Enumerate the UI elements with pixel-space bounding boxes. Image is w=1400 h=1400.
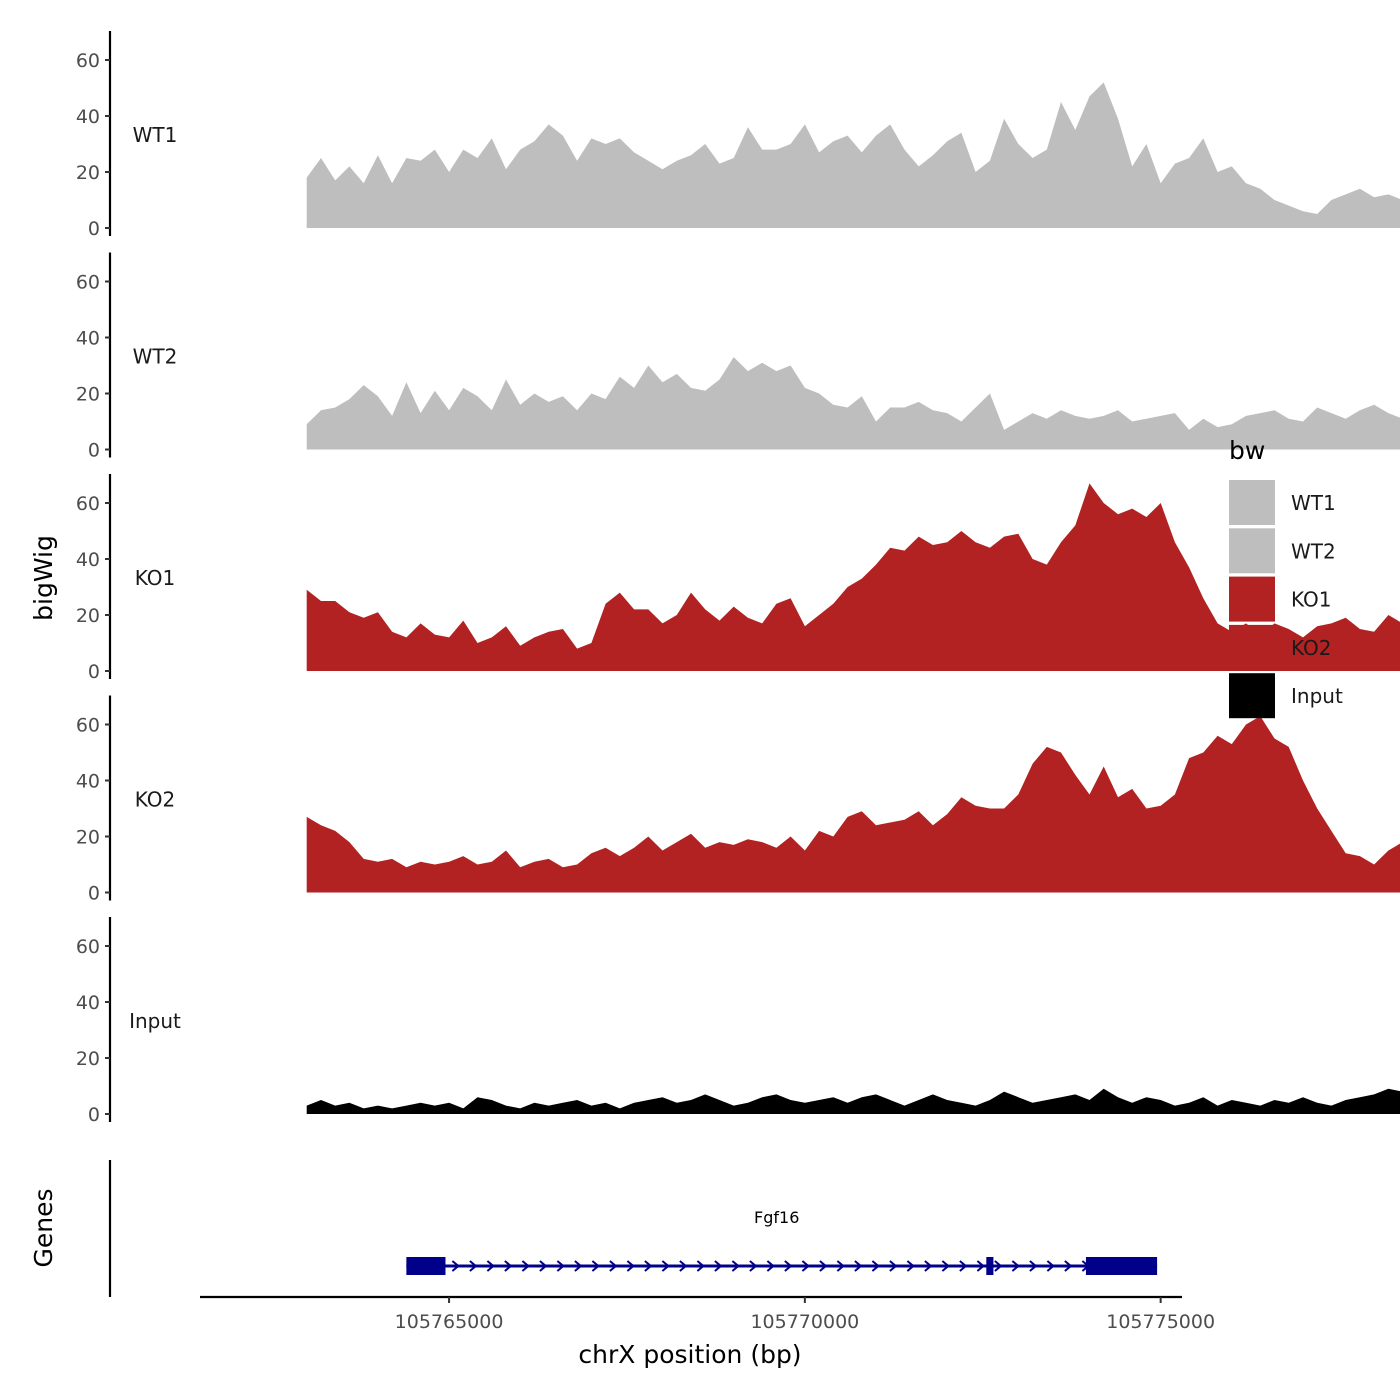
legend-label: WT1 <box>1291 491 1336 515</box>
strand-arrow <box>906 1260 915 1272</box>
y-tick-label: 40 <box>76 549 100 571</box>
track-label: Input <box>129 1009 181 1033</box>
legend-label: KO2 <box>1291 636 1332 660</box>
strand-arrow <box>1029 1260 1038 1272</box>
x-tick-label: 105775000 <box>1106 1311 1215 1333</box>
y-tick-label: 60 <box>76 936 100 958</box>
y-tick-label: 0 <box>88 218 100 240</box>
strand-arrow <box>696 1260 705 1272</box>
legend-key-wt1 <box>1229 480 1275 525</box>
track-wt1: 0 20 40 60 WT1 <box>76 31 1400 240</box>
y-tick-label: 0 <box>88 1104 100 1126</box>
strand-arrow <box>819 1260 828 1272</box>
gene-exon <box>986 1257 994 1275</box>
y-tick-label: 20 <box>76 1048 100 1070</box>
legend-label: KO1 <box>1291 588 1332 612</box>
strand-arrow <box>504 1260 513 1272</box>
y-tick-label: 20 <box>76 605 100 627</box>
legend: bw WT1 WT2 KO1 KO2 Input <box>1229 436 1343 719</box>
strand-arrow <box>679 1260 688 1272</box>
strand-arrow <box>644 1260 653 1272</box>
strand-arrow <box>451 1260 460 1272</box>
gene-name-label: Fgf16 <box>754 1208 799 1227</box>
track-wt2: 0 20 40 60 WT2 <box>76 252 1400 462</box>
strand-arrow <box>714 1260 723 1272</box>
strand-arrow <box>469 1260 478 1272</box>
track-label: KO1 <box>135 566 176 590</box>
gene-exon <box>406 1257 446 1275</box>
signal-area-ko2 <box>306 716 1400 893</box>
strand-arrow <box>976 1260 985 1272</box>
y-tick-label: 60 <box>76 272 100 294</box>
y-tick-label: 40 <box>76 106 100 128</box>
strand-arrow <box>836 1260 845 1272</box>
strand-arrow <box>521 1260 530 1272</box>
strand-arrow <box>1064 1260 1073 1272</box>
legend-key-ko1 <box>1229 576 1275 622</box>
legend-title: bw <box>1229 436 1265 465</box>
y-tick-label: 60 <box>76 715 100 737</box>
signal-area-input <box>306 1088 1400 1114</box>
x-tick-label: 105765000 <box>395 1311 504 1333</box>
track-panels: 0 20 40 60 WT1 0 20 40 60 WT2 0 20 40 60 KO1 0 20 40 60 KO2… <box>76 31 1400 1126</box>
strand-arrow <box>539 1260 548 1272</box>
y-tick-label: 0 <box>88 883 100 905</box>
legend-key-input <box>1229 673 1275 719</box>
y-tick-label: 40 <box>76 992 100 1014</box>
y-tick-label: 0 <box>88 661 100 683</box>
strand-arrow <box>994 1260 1003 1272</box>
strand-arrow <box>574 1260 583 1272</box>
strand-arrow <box>1046 1260 1055 1272</box>
track-label: WT2 <box>133 345 178 369</box>
legend-label: Input <box>1291 684 1343 708</box>
x-axis: 105765000 105770000 105775000 <box>200 1295 1215 1333</box>
signal-area-ko1 <box>306 483 1400 671</box>
y-tick-label: 20 <box>76 162 100 184</box>
track-ko1: 0 20 40 60 KO1 <box>76 474 1400 683</box>
legend-key-wt2 <box>1229 528 1275 574</box>
strand-arrow <box>784 1260 793 1272</box>
strand-arrow <box>609 1260 618 1272</box>
x-axis-title: chrX position (bp) <box>578 1340 801 1369</box>
signal-area-wt2 <box>306 357 1400 450</box>
strand-arrow <box>591 1260 600 1272</box>
strand-arrow <box>661 1260 670 1272</box>
strand-arrow <box>959 1260 968 1272</box>
gene-panel: Fgf16 <box>108 1160 1158 1297</box>
strand-arrow <box>731 1260 740 1272</box>
track-ko2: 0 20 40 60 KO2 <box>76 695 1400 905</box>
strand-arrow <box>749 1260 758 1272</box>
genes-axis-title: Genes <box>29 1188 58 1267</box>
track-label: KO2 <box>135 788 176 812</box>
legend-label: WT2 <box>1291 539 1336 563</box>
strand-arrow <box>854 1260 863 1272</box>
strand-arrow <box>626 1260 635 1272</box>
strand-arrow <box>941 1260 950 1272</box>
strand-arrow <box>1011 1260 1020 1272</box>
track-input: 0 20 40 60 Input <box>76 917 1400 1126</box>
y-tick-label: 40 <box>76 328 100 350</box>
gene-exon <box>1085 1257 1158 1275</box>
strand-arrow <box>486 1260 495 1272</box>
y-tick-label: 20 <box>76 384 100 406</box>
legend-key-ko2 <box>1229 624 1275 670</box>
strand-arrow <box>801 1260 810 1272</box>
y-tick-label: 40 <box>76 771 100 793</box>
strand-arrow <box>871 1260 880 1272</box>
strand-arrow <box>556 1260 565 1272</box>
y-tick-label: 60 <box>76 50 100 72</box>
strand-arrow <box>766 1260 775 1272</box>
strand-arrow <box>924 1260 933 1272</box>
y-tick-label: 20 <box>76 827 100 849</box>
strand-arrow <box>889 1260 898 1272</box>
y-tick-label: 60 <box>76 493 100 515</box>
y-axis-title: bigWig <box>29 535 58 621</box>
signal-area-wt1 <box>306 82 1400 228</box>
x-tick-label: 105770000 <box>750 1311 859 1333</box>
y-tick-label: 0 <box>88 440 100 462</box>
track-label: WT1 <box>133 123 178 147</box>
